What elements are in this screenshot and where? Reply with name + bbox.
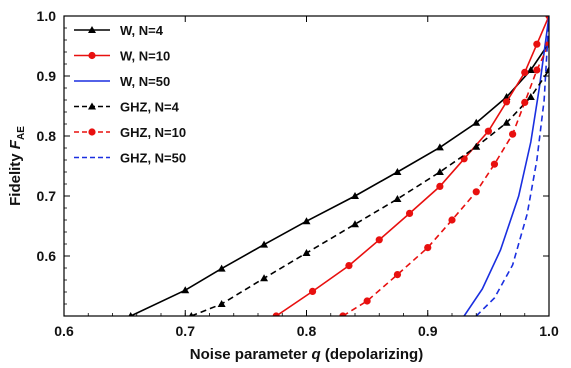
legend-entry: GHZ, N=50	[74, 151, 186, 166]
data-point	[351, 192, 359, 199]
data-point	[393, 195, 402, 202]
series-0	[128, 39, 549, 316]
series-4	[339, 40, 549, 316]
data-point	[502, 118, 511, 126]
data-point	[345, 262, 353, 270]
data-point	[490, 160, 499, 168]
data-point	[533, 40, 541, 48]
data-point	[502, 98, 511, 106]
y-tick-label: 0.7	[37, 188, 57, 204]
y-axis-label: Fidelity FAE	[7, 126, 27, 206]
series-2	[463, 16, 549, 316]
data-point	[181, 286, 190, 294]
data-point	[302, 249, 311, 256]
data-point	[435, 143, 444, 151]
legend-label: GHZ, N=10	[120, 125, 186, 140]
data-point	[526, 66, 535, 73]
axis-ticks: 0.6 0.7 0.8 0.9 1.0 0.6 0.7 0.8 0.9 1.0	[37, 8, 559, 339]
data-point	[521, 68, 529, 76]
data-point	[272, 312, 280, 316]
legend-entry: GHZ, N=10	[74, 125, 186, 140]
legend-label: GHZ, N=50	[120, 151, 186, 166]
data-point	[217, 300, 226, 307]
data-point	[363, 297, 371, 305]
series-layer	[128, 16, 549, 316]
y-tick-label: 0.9	[37, 68, 57, 84]
x-axis-label: Noise parameter q (depolarizing)	[190, 346, 423, 363]
data-point	[533, 66, 541, 74]
data-point	[339, 312, 347, 316]
x-tick-label: 0.8	[297, 323, 317, 339]
y-tick-label: 1.0	[37, 8, 57, 24]
series-line-1	[275, 16, 549, 316]
data-point	[393, 168, 402, 175]
data-point	[260, 274, 269, 282]
data-point	[472, 188, 480, 196]
x-tick-label: 0.9	[418, 323, 438, 339]
legend-marker	[88, 51, 96, 60]
data-point	[509, 130, 517, 138]
legend-entry: W, N=10	[74, 49, 170, 64]
legend-label: W, N=50	[120, 74, 170, 89]
legend-label: W, N=4	[120, 23, 164, 38]
series-line-3	[191, 69, 549, 316]
series-line-5	[475, 16, 549, 316]
legend-marker	[88, 26, 96, 33]
data-point	[472, 142, 481, 150]
data-point	[436, 182, 444, 190]
data-point	[435, 168, 444, 175]
data-point	[405, 209, 414, 217]
series-line-0	[130, 42, 549, 316]
data-point	[351, 220, 359, 228]
data-point	[302, 217, 311, 225]
data-point	[128, 312, 133, 316]
legend-label: GHZ, N=4	[120, 100, 180, 115]
data-point	[448, 216, 456, 224]
legend-label: W, N=10	[120, 49, 170, 64]
x-tick-label: 1.0	[539, 323, 559, 339]
legend-marker	[88, 102, 96, 110]
series-1	[272, 16, 549, 316]
data-point	[521, 98, 529, 106]
data-point	[424, 244, 432, 252]
x-tick-label: 0.7	[176, 323, 196, 339]
legend-marker	[88, 128, 96, 136]
data-point	[393, 271, 402, 279]
y-tick-label: 0.6	[37, 248, 57, 264]
series-5	[475, 16, 549, 316]
data-point	[526, 93, 535, 100]
data-point	[189, 312, 194, 316]
data-point	[375, 236, 383, 244]
series-line-2	[463, 16, 549, 316]
data-point	[484, 127, 492, 135]
x-tick-label: 0.6	[54, 323, 74, 339]
axis-labels: Noise parameter q (depolarizing) Fidelity…	[7, 126, 423, 363]
data-point	[308, 287, 317, 295]
data-point	[217, 264, 226, 272]
data-point	[545, 40, 549, 48]
data-point	[472, 118, 481, 126]
legend-entry: W, N=4	[74, 23, 164, 38]
series-3	[189, 66, 549, 316]
legend-entry: W, N=50	[74, 74, 170, 89]
y-tick-label: 0.8	[37, 128, 57, 144]
legend: W, N=4 W, N=10 W, N=50 GHZ, N=4 GHZ, N=10 GHZ…	[74, 23, 186, 166]
data-point	[260, 240, 269, 248]
legend-entry: GHZ, N=4	[74, 100, 180, 115]
